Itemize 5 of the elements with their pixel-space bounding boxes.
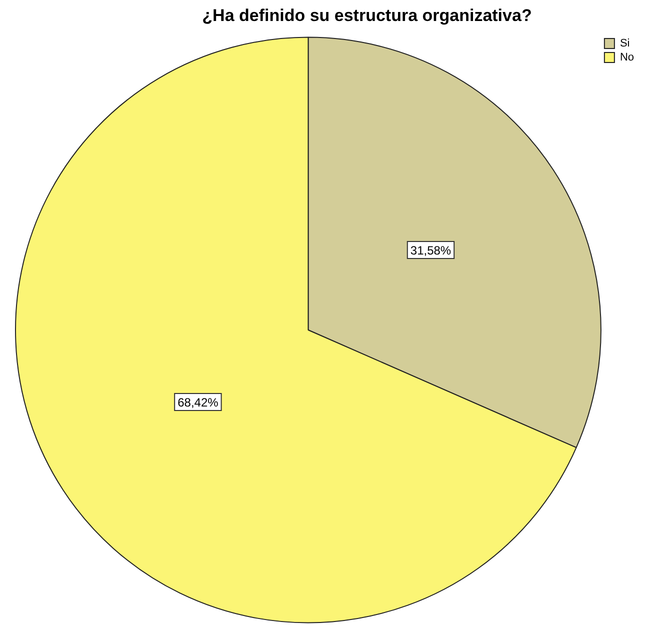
chart-title: ¿Ha definido su estructura organizativa?: [201, 6, 533, 26]
data-label: 31,58%: [410, 243, 452, 258]
legend-label: No: [620, 52, 634, 64]
data-label: 68,42%: [178, 395, 219, 410]
legend-label: Si: [620, 38, 630, 50]
